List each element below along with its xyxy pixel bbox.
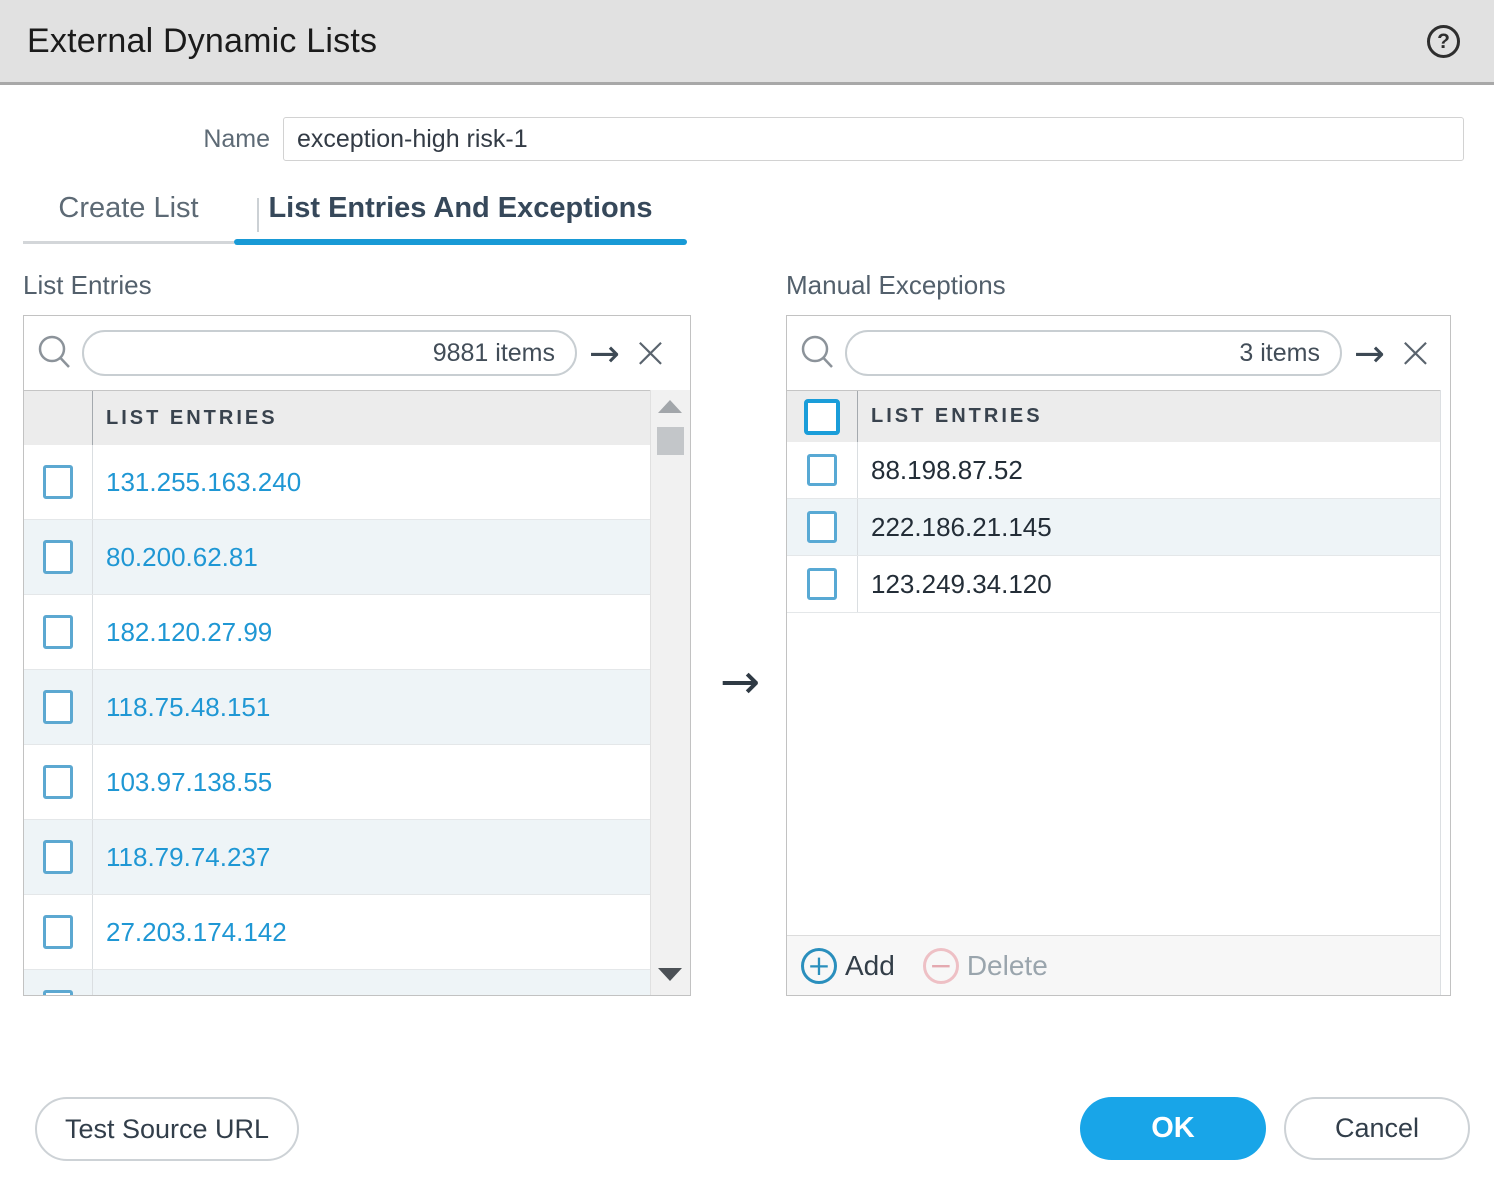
scrollbar-gutter xyxy=(1440,390,1450,995)
apply-filter-arrow-icon[interactable]: → xyxy=(589,335,620,372)
list-entries-search-row: 9881 items → × xyxy=(24,316,690,390)
list-entry-value[interactable]: 118.79.74.237 xyxy=(106,842,270,873)
delete-button-label: Delete xyxy=(967,950,1048,982)
exception-entry-value: 123.249.34.120 xyxy=(871,569,1052,600)
list-entries-search-pill: 9881 items xyxy=(82,330,577,376)
delete-exception-button[interactable]: − Delete xyxy=(923,948,1048,984)
exceptions-footer: + Add − Delete xyxy=(787,935,1440,995)
table-row: 88.198.87.52 xyxy=(787,442,1440,499)
exception-entry-value: 222.186.21.145 xyxy=(871,512,1052,543)
list-entry-value[interactable]: 42.234.234.0 xyxy=(106,992,258,996)
list-entry-value[interactable]: 27.203.174.142 xyxy=(106,917,287,948)
scroll-up-icon[interactable] xyxy=(658,400,682,413)
row-checkbox[interactable] xyxy=(43,615,73,649)
vertical-scrollbar[interactable] xyxy=(650,390,690,995)
row-checkbox[interactable] xyxy=(43,915,73,949)
name-row: Name xyxy=(0,117,1494,161)
manual-exceptions-search-pill: 3 items xyxy=(845,330,1342,376)
list-entries-heading: List Entries xyxy=(23,270,152,301)
table-row: 118.79.74.237 xyxy=(24,820,650,895)
list-entries-column-header: LIST ENTRIES xyxy=(106,407,278,430)
manual-exceptions-item-count: 3 items xyxy=(1239,339,1340,368)
name-input[interactable] xyxy=(283,117,1464,161)
clear-filter-icon[interactable]: × xyxy=(1397,331,1434,375)
table-row: 80.200.62.81 xyxy=(24,520,650,595)
manual-exceptions-panel: 3 items → × LIST ENTRIES 88.198 xyxy=(786,315,1451,996)
table-row: 103.97.138.55 xyxy=(24,745,650,820)
cancel-button[interactable]: Cancel xyxy=(1284,1097,1470,1160)
scroll-down-icon[interactable] xyxy=(658,968,682,981)
list-entries-panel: 9881 items → × LIST ENTRIES 131.255.163.… xyxy=(23,315,691,996)
plus-circle-icon: + xyxy=(801,948,837,984)
row-checkbox[interactable] xyxy=(43,990,73,995)
row-checkbox[interactable] xyxy=(807,454,837,486)
list-entries-rows: 131.255.163.240 80.200.62.81 182.120.27.… xyxy=(24,445,650,995)
tab-divider xyxy=(257,198,259,232)
name-label: Name xyxy=(0,117,270,161)
list-entry-value[interactable]: 80.200.62.81 xyxy=(106,542,258,573)
test-source-url-button[interactable]: Test Source URL xyxy=(35,1097,299,1161)
search-icon xyxy=(798,333,838,373)
list-entries-table-header: LIST ENTRIES xyxy=(24,390,650,445)
list-entries-column-header: LIST ENTRIES xyxy=(871,405,1043,428)
manual-exceptions-rows: 88.198.87.52 222.186.21.145 123.249.34.1… xyxy=(787,442,1440,613)
empty-table-area xyxy=(787,613,1440,935)
list-entries-item-count: 9881 items xyxy=(433,339,575,368)
ok-button[interactable]: OK xyxy=(1080,1097,1266,1160)
row-checkbox[interactable] xyxy=(43,690,73,724)
manual-exceptions-search-row: 3 items → × xyxy=(787,316,1450,390)
help-icon[interactable]: ? xyxy=(1427,25,1460,58)
clear-filter-icon[interactable]: × xyxy=(632,331,669,375)
table-row: 118.75.48.151 xyxy=(24,670,650,745)
add-button-label: Add xyxy=(845,950,895,982)
manual-exceptions-table: LIST ENTRIES 88.198.87.52 222.186.21.145 xyxy=(787,390,1450,995)
table-row: 123.249.34.120 xyxy=(787,556,1440,613)
move-to-exceptions-arrow[interactable]: → xyxy=(710,652,770,712)
list-entries-table: LIST ENTRIES 131.255.163.240 80.200.62.8… xyxy=(24,390,690,995)
search-icon xyxy=(35,333,75,373)
dialog-title: External Dynamic Lists xyxy=(27,22,377,61)
scrollbar-thumb[interactable] xyxy=(657,427,684,455)
tab-strip: Create List List Entries And Exceptions xyxy=(23,192,687,244)
exception-entry-value: 88.198.87.52 xyxy=(871,455,1023,486)
list-entry-value[interactable]: 103.97.138.55 xyxy=(106,767,272,798)
tab-create-list[interactable]: Create List xyxy=(23,192,234,244)
manual-exceptions-search-input[interactable] xyxy=(865,333,1239,373)
table-row: 131.255.163.240 xyxy=(24,445,650,520)
row-checkbox[interactable] xyxy=(43,540,73,574)
row-checkbox[interactable] xyxy=(807,511,837,543)
minus-circle-icon: − xyxy=(923,948,959,984)
manual-exceptions-heading: Manual Exceptions xyxy=(786,270,1006,301)
table-row: 182.120.27.99 xyxy=(24,595,650,670)
list-entry-value[interactable]: 118.75.48.151 xyxy=(106,692,270,723)
dialog-titlebar: External Dynamic Lists ? xyxy=(0,0,1494,85)
external-dynamic-lists-dialog: External Dynamic Lists ? Name Create Lis… xyxy=(0,0,1494,1200)
table-row: 42.234.234.0 xyxy=(24,970,650,995)
tab-list-entries-and-exceptions[interactable]: List Entries And Exceptions xyxy=(234,192,687,244)
table-row: 222.186.21.145 xyxy=(787,499,1440,556)
row-checkbox[interactable] xyxy=(43,840,73,874)
manual-exceptions-table-header: LIST ENTRIES xyxy=(787,390,1440,442)
add-exception-button[interactable]: + Add xyxy=(801,948,895,984)
select-all-checkbox[interactable] xyxy=(804,399,840,435)
list-entry-value[interactable]: 182.120.27.99 xyxy=(106,617,272,648)
list-entries-search-input[interactable] xyxy=(102,333,433,373)
row-checkbox[interactable] xyxy=(43,765,73,799)
row-checkbox[interactable] xyxy=(807,568,837,600)
row-checkbox[interactable] xyxy=(43,465,73,499)
table-row: 27.203.174.142 xyxy=(24,895,650,970)
list-entry-value[interactable]: 131.255.163.240 xyxy=(106,467,301,498)
apply-filter-arrow-icon[interactable]: → xyxy=(1354,335,1385,372)
